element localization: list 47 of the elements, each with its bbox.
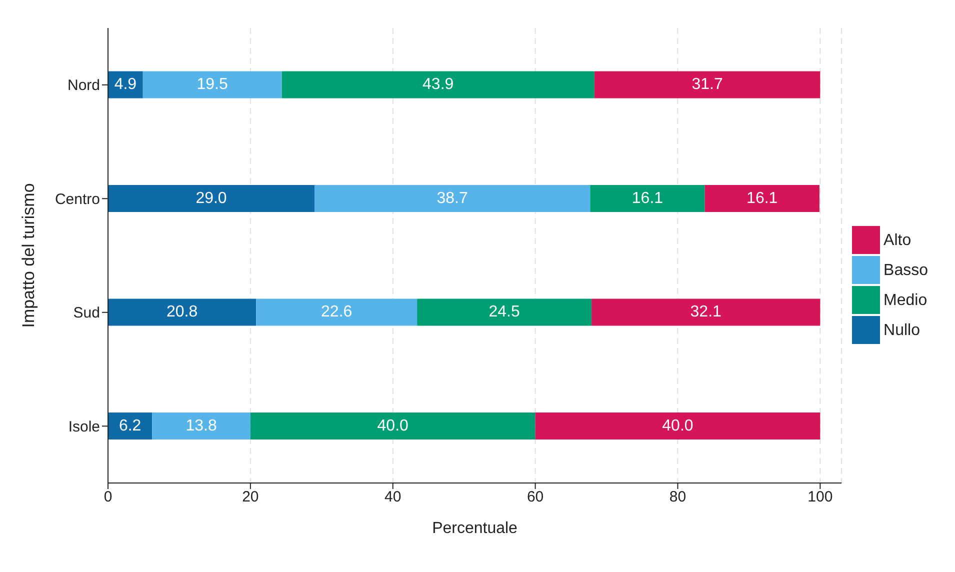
data-label: 38.7 <box>436 190 468 207</box>
legend-label: Medio <box>884 292 928 308</box>
bar <box>417 298 592 326</box>
y-tick-label: Nord <box>67 77 100 94</box>
x-tick-label: 40 <box>384 488 402 506</box>
data-label: 20.8 <box>166 304 198 321</box>
legend-label: Nullo <box>884 322 920 338</box>
data-label: 24.5 <box>488 304 520 321</box>
x-axis-title: Percentuale <box>432 520 518 537</box>
data-label: 40.0 <box>662 417 694 434</box>
y-tick-label: Sud <box>73 304 100 322</box>
data-label: 22.6 <box>321 304 352 321</box>
data-label: 32.1 <box>690 304 722 321</box>
x-tick-label: 80 <box>669 488 686 506</box>
x-tick-label: 100 <box>808 488 833 506</box>
data-label: 16.1 <box>746 190 778 207</box>
x-tick-label: 0 <box>104 488 112 506</box>
bar <box>282 71 594 98</box>
y-tick-label: Centro <box>54 190 100 208</box>
data-label: 19.5 <box>196 76 228 94</box>
data-label: 6.2 <box>118 417 142 434</box>
bar <box>256 298 418 326</box>
data-label: 16.1 <box>632 190 664 207</box>
y-tick-label: Isole <box>68 418 100 436</box>
bar <box>108 184 315 212</box>
x-tick-label: 20 <box>242 488 259 506</box>
bar <box>592 298 820 326</box>
data-label: 43.9 <box>422 76 454 94</box>
legend-label: Basso <box>884 262 928 278</box>
bar <box>152 412 250 440</box>
bar <box>314 184 590 212</box>
bar <box>108 412 152 440</box>
bar <box>590 184 705 212</box>
bar <box>704 184 820 212</box>
bar <box>108 298 256 326</box>
bar <box>594 71 820 98</box>
data-label: 13.8 <box>186 417 217 434</box>
data-label: 40.0 <box>377 417 409 434</box>
data-label: 4.9 <box>114 76 137 94</box>
bar <box>535 412 820 440</box>
bar <box>250 412 536 440</box>
bar <box>142 71 282 98</box>
data-label: 31.7 <box>692 76 723 94</box>
data-label: 29.0 <box>196 190 227 207</box>
x-tick-label: 60 <box>526 488 544 506</box>
legend-label: Alto <box>884 232 912 248</box>
y-axis-title: Impatto del turismo <box>19 183 38 328</box>
